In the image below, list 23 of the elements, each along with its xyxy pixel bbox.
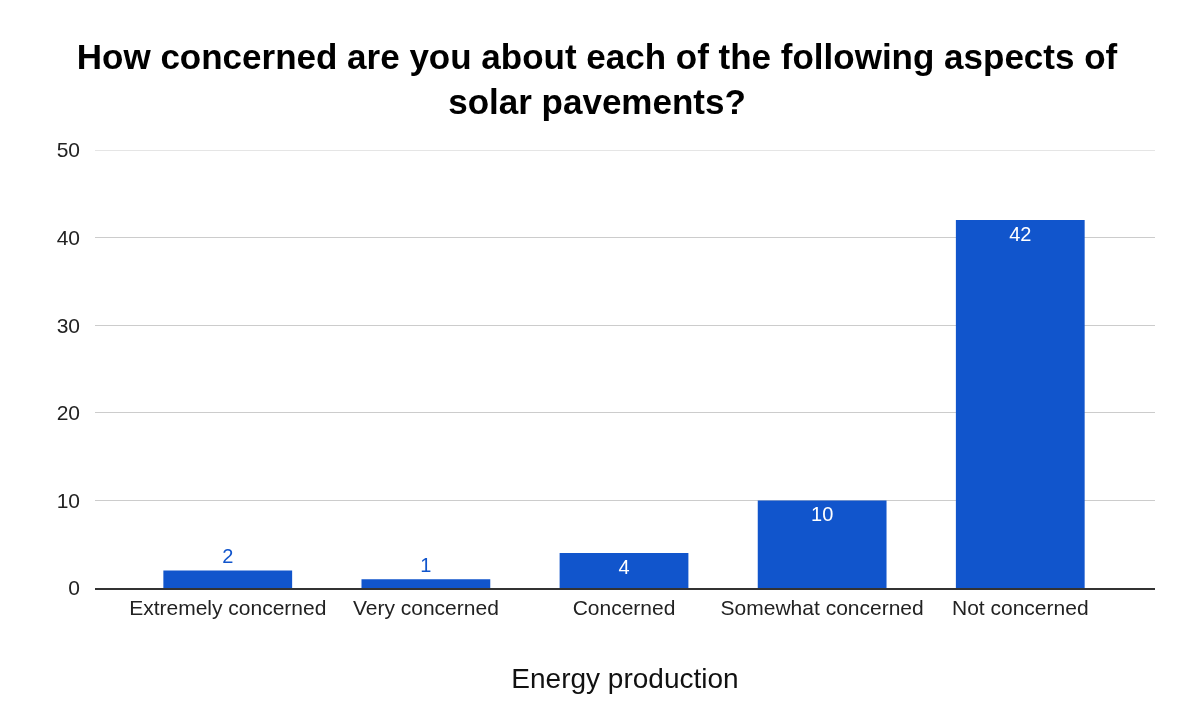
y-tick-label: 50: [56, 138, 80, 162]
data-label: 42: [1009, 223, 1032, 246]
bar: [955, 220, 1085, 588]
bar: [163, 570, 293, 588]
chart-title: How concerned are you about each of the following aspects of solar pavements?: [76, 36, 1118, 122]
data-label: 1: [420, 554, 432, 577]
x-tick-label: Extremely concerned: [129, 595, 327, 619]
bar: [757, 500, 887, 588]
y-tick-label: 30: [56, 313, 80, 337]
bar: [559, 552, 689, 588]
y-tick-label: 40: [56, 225, 80, 249]
y-tick-label: 0: [68, 576, 80, 600]
x-axis-title: Energy production: [511, 662, 739, 694]
x-tick-label: Concerned: [572, 595, 676, 619]
data-label: 4: [618, 555, 630, 578]
data-label: 10: [811, 503, 834, 526]
y-tick-label: 20: [56, 401, 80, 425]
y-tick-label: 10: [56, 488, 80, 512]
data-label: 2: [222, 545, 234, 568]
x-tick-label: Somewhat concerned: [720, 595, 924, 619]
x-tick-label: Very concerned: [352, 595, 499, 619]
bar: [361, 579, 491, 588]
x-tick-label: Not concerned: [951, 595, 1089, 619]
